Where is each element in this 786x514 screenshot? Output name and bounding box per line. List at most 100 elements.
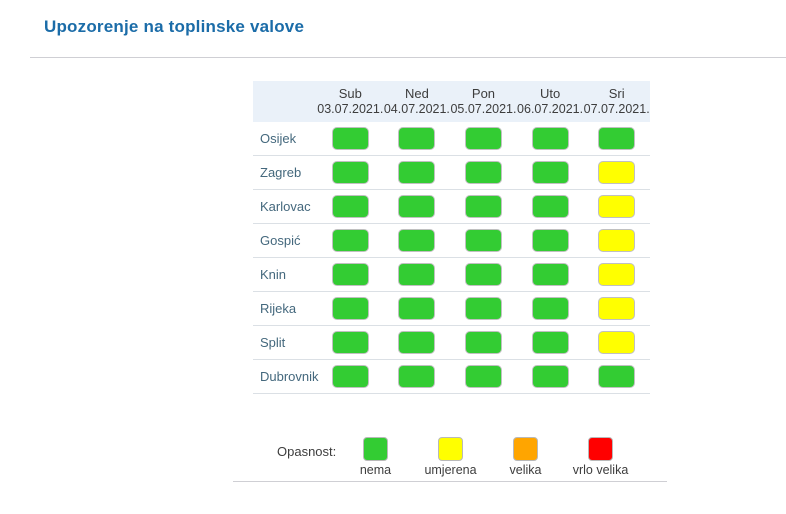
warning-level-badge [331, 331, 369, 354]
warning-level-badge [531, 297, 569, 320]
warning-cell [317, 292, 384, 326]
column-header: Pon 05.07.2021. [450, 81, 517, 122]
warning-level-badge [331, 263, 369, 286]
column-header: Sub 03.07.2021. [317, 81, 384, 122]
warning-level-badge [598, 297, 636, 320]
row-label: Zagreb [253, 156, 317, 190]
warning-level-badge [598, 127, 636, 150]
warning-level-badge [464, 195, 502, 218]
warning-level-badge [531, 195, 569, 218]
warning-cell [383, 292, 451, 326]
warning-level-badge [398, 297, 436, 320]
warning-level-badge [398, 127, 436, 150]
column-header: Uto 06.07.2021. [516, 81, 584, 122]
warning-cell [383, 156, 451, 190]
warning-cell [450, 258, 517, 292]
warning-level-badge [464, 229, 502, 252]
column-header: Ned 04.07.2021. [383, 81, 451, 122]
warning-level-badge [398, 229, 436, 252]
warning-cell [583, 224, 650, 258]
warning-level-badge [331, 161, 369, 184]
warning-level-badge [598, 365, 636, 388]
warning-cell [583, 190, 650, 224]
warning-cell [383, 122, 451, 156]
column-day-label: Sri [608, 85, 625, 101]
warning-cell [583, 156, 650, 190]
warning-cell [383, 190, 451, 224]
warning-level-badge [531, 331, 569, 354]
warning-cell [583, 122, 650, 156]
warning-level-badge [331, 195, 369, 218]
page-title: Upozorenje na toplinske valove [44, 17, 305, 36]
warning-cell [450, 122, 517, 156]
column-date-label: 06.07.2021. [517, 101, 584, 116]
warning-level-badge [531, 161, 569, 184]
warning-cell [516, 360, 584, 394]
warning-level-badge [398, 331, 436, 354]
warning-cell [516, 122, 584, 156]
warning-cell [583, 258, 650, 292]
legend-item: vrlo velika [563, 437, 638, 477]
legend-swatch [513, 437, 538, 461]
warning-level-badge [464, 297, 502, 320]
column-day-label: Ned [404, 85, 429, 101]
legend-item-label: vrlo velika [572, 463, 629, 477]
warning-level-badge [464, 161, 502, 184]
legend-item: nema [338, 437, 413, 477]
warning-level-badge [598, 229, 636, 252]
warning-level-badge [398, 195, 436, 218]
column-header: Sri 07.07.2021. [583, 81, 650, 122]
column-day-label: Sub [338, 85, 362, 101]
warning-level-badge [331, 297, 369, 320]
warning-cell [450, 190, 517, 224]
row-label: Dubrovnik [253, 360, 319, 394]
legend-item-label: nema [359, 463, 392, 477]
legend-item: velika [488, 437, 563, 477]
warning-level-badge [531, 127, 569, 150]
warning-level-badge [598, 263, 636, 286]
column-date-label: 05.07.2021. [450, 101, 517, 116]
warning-level-badge [464, 127, 502, 150]
warning-cell [450, 292, 517, 326]
warning-cell [383, 326, 451, 360]
warning-cell [516, 156, 584, 190]
warning-cell [383, 258, 451, 292]
warning-level-badge [331, 365, 369, 388]
bottom-divider [233, 481, 667, 482]
column-day-label: Pon [471, 85, 496, 101]
warning-level-badge [398, 263, 436, 286]
warning-level-badge [464, 263, 502, 286]
title-divider [30, 57, 786, 58]
row-label: Rijeka [253, 292, 317, 326]
warning-cell [583, 292, 650, 326]
legend-swatch [588, 437, 613, 461]
warning-level-badge [398, 365, 436, 388]
warning-cell [317, 122, 384, 156]
warning-cell [583, 326, 650, 360]
warning-level-badge [531, 365, 569, 388]
legend-label: Opasnost: [277, 444, 337, 459]
warning-cell [450, 156, 517, 190]
column-date-label: 07.07.2021. [583, 101, 650, 116]
warning-level-badge [464, 365, 502, 388]
warning-cell [516, 326, 584, 360]
legend-swatch [438, 437, 463, 461]
warning-cell [383, 224, 451, 258]
warning-level-badge [331, 127, 369, 150]
warning-cell [516, 224, 584, 258]
warning-cell [317, 326, 384, 360]
row-label: Karlovac [253, 190, 317, 224]
legend-item: umjerena [413, 437, 488, 477]
legend-swatch [363, 437, 388, 461]
legend-item-label: umjerena [424, 463, 477, 477]
row-label: Osijek [253, 122, 317, 156]
warning-cell [516, 190, 584, 224]
warning-level-badge [531, 263, 569, 286]
column-date-label: 03.07.2021. [317, 101, 384, 116]
warning-cell [516, 292, 584, 326]
column-day-label: Uto [539, 85, 561, 101]
warning-cell [450, 326, 517, 360]
column-date-label: 04.07.2021. [383, 101, 450, 116]
column-header-corner [253, 81, 317, 122]
